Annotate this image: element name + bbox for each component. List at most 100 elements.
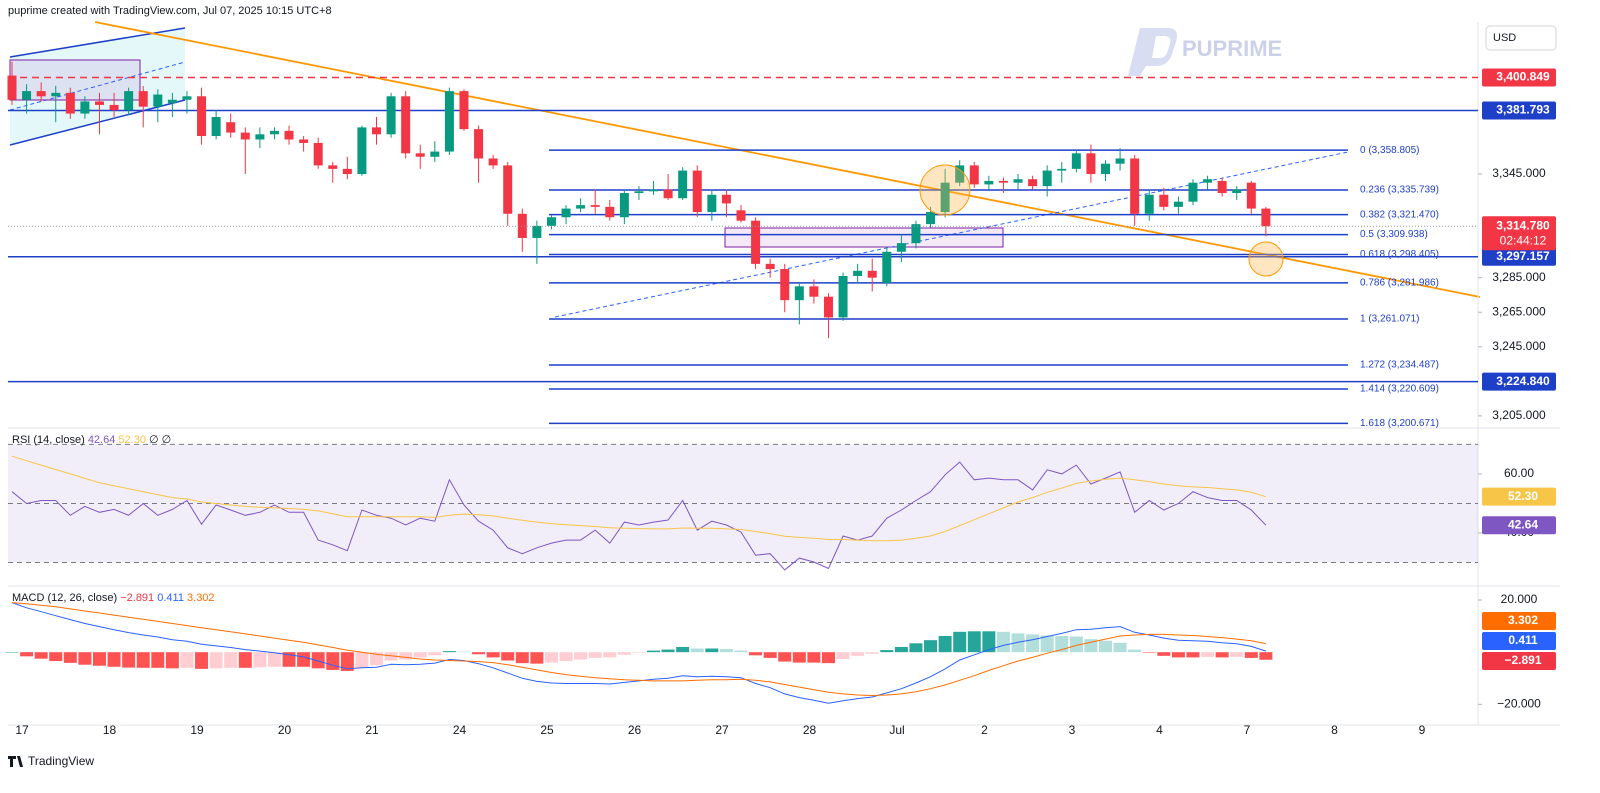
macd-histogram <box>851 652 865 656</box>
currency: USD <box>1493 32 1516 44</box>
footer-icon <box>8 756 23 767</box>
macd-badge: −2.891 <box>1504 653 1541 667</box>
macd-histogram <box>1055 636 1069 653</box>
candle-body <box>1115 158 1125 164</box>
macd-histogram <box>778 652 792 662</box>
candle-body <box>649 189 659 192</box>
candle-body <box>1013 179 1023 183</box>
level-badge: 3,224.840 <box>1496 374 1550 388</box>
macd-histogram <box>63 652 77 663</box>
macd-badge-bg <box>1482 632 1556 650</box>
fib-label: 1.272 (3,234.487) <box>1360 360 1439 371</box>
candle-body <box>911 224 921 244</box>
candle-body <box>22 91 32 100</box>
macd-histogram <box>151 652 165 668</box>
macd-histogram <box>297 652 311 667</box>
highlight-circle <box>919 164 971 216</box>
macd-histogram <box>267 652 281 667</box>
fib-label: 1.414 (3,220.609) <box>1360 384 1439 395</box>
macd-histogram <box>413 652 427 658</box>
candle-body <box>1144 194 1154 214</box>
channel-fill <box>10 28 185 145</box>
y-tick-label: 60.00 <box>1504 466 1534 480</box>
macd-histogram <box>472 652 486 655</box>
zone-box <box>724 227 1004 248</box>
channel-line <box>9 27 186 58</box>
candle-body <box>955 165 965 183</box>
macd-histogram <box>807 652 821 663</box>
candle-body <box>809 286 819 297</box>
macd-histogram <box>574 652 588 660</box>
candle-body <box>51 92 61 97</box>
footer-text: TradingView <box>28 754 94 768</box>
x-tick-label: 8 <box>1331 723 1338 737</box>
macd-histogram <box>78 652 92 665</box>
macd-histogram <box>311 652 325 669</box>
trend-line <box>94 21 1481 298</box>
candle-body <box>328 165 338 169</box>
candle-body <box>124 91 134 111</box>
candle-body <box>415 153 425 157</box>
candle-body <box>269 130 279 135</box>
candle-body <box>1042 170 1052 187</box>
macd-line <box>11 602 1267 704</box>
y-tick-label: 3,345.000 <box>1492 166 1546 180</box>
x-tick-label: 25 <box>540 723 554 737</box>
candle-body <box>517 213 527 238</box>
y-tick-label: −20.000 <box>1497 697 1541 711</box>
macd-histogram <box>1099 640 1112 653</box>
rsi-line <box>11 461 1267 571</box>
macd-histogram <box>996 631 1010 653</box>
rsi-badge: 52.30 <box>1508 489 1538 503</box>
macd-histogram <box>49 652 63 662</box>
candle-body <box>197 96 207 137</box>
y-tick-label: 20.000 <box>1501 592 1538 606</box>
watermark-logo <box>1128 28 1177 76</box>
macd-histogram <box>1157 652 1171 656</box>
channel-line <box>9 99 186 146</box>
fib-label: 0.786 (3,281.986) <box>1360 278 1439 289</box>
candle-body <box>1071 153 1081 169</box>
currency-box[interactable] <box>1485 25 1557 51</box>
candle-body <box>65 92 75 114</box>
macd-histogram <box>836 652 850 659</box>
fib-label: 1.618 (3,200.671) <box>1360 418 1439 429</box>
candle-body <box>372 127 381 135</box>
candle-body <box>605 206 615 218</box>
channel-mid <box>9 61 186 111</box>
macd-histogram <box>821 652 835 664</box>
candle-body <box>882 251 892 283</box>
macd-histogram <box>559 652 573 662</box>
macd-histogram <box>632 652 646 653</box>
x-tick-label: 21 <box>365 723 379 737</box>
x-tick-label: 24 <box>453 723 467 737</box>
candle-body <box>736 210 746 221</box>
candle-body <box>576 205 586 209</box>
macd-histogram <box>34 652 48 659</box>
candle-body <box>7 75 17 100</box>
macd-histogram <box>224 652 238 668</box>
data-layer: 3,345.000 3,285.000 3,265.000 3,245.000 3,20… <box>5 61 1556 737</box>
candle-body <box>80 101 90 114</box>
fib-label: 0.382 (3,321.470) <box>1360 209 1439 220</box>
candle-body <box>357 127 367 175</box>
candle-body <box>459 91 469 130</box>
candle-body <box>867 270 877 278</box>
candle-body <box>590 205 600 207</box>
watermark-text: PUPRIME <box>1182 36 1282 61</box>
candle-body <box>1203 179 1213 183</box>
candle-body <box>167 99 177 104</box>
candle-body <box>751 220 761 264</box>
candle-body <box>1261 208 1271 227</box>
x-tick-label: 17 <box>15 723 29 737</box>
highlight-circle <box>1248 241 1284 277</box>
x-tick-label: 3 <box>1069 723 1076 737</box>
candle-body <box>211 117 221 137</box>
macd-histogram <box>165 652 179 669</box>
macd-histogram <box>136 652 150 668</box>
macd-histogram <box>617 652 631 655</box>
level-badge-bg <box>1482 247 1556 266</box>
macd-histogram <box>399 652 413 660</box>
